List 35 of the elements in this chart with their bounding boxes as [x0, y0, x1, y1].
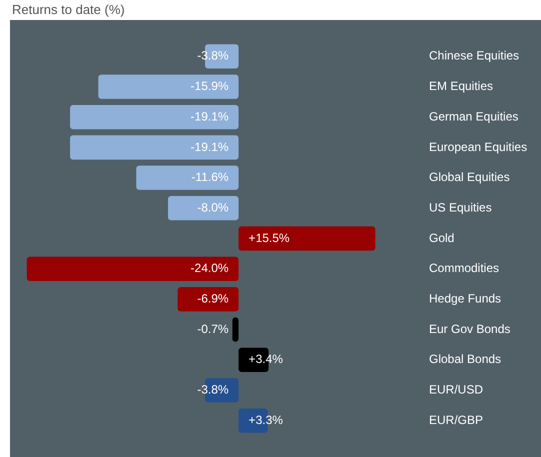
data-label: -19.1%	[190, 140, 229, 154]
bar	[98, 74, 239, 99]
data-label: -8.0%	[197, 200, 229, 214]
data-label: -24.0%	[190, 261, 229, 276]
y-tick-label: Commodities	[429, 261, 500, 276]
y-tick-label: Chinese Equities	[429, 48, 520, 63]
y-tick-label: EUR/GBP	[429, 412, 484, 427]
bar	[178, 287, 239, 312]
bar	[26, 256, 239, 281]
y-tick-label: Eur Gov Bonds	[429, 322, 510, 336]
data-label: +3.3%	[248, 412, 284, 427]
y-tick-label: EM Equities	[429, 79, 494, 94]
y-tick-label: European Equities	[429, 140, 528, 154]
bar	[238, 226, 376, 251]
bar	[136, 166, 239, 190]
bar	[70, 135, 239, 160]
y-tick-label: German Equities	[429, 109, 518, 124]
y-tick-label: EUR/USD	[429, 382, 484, 397]
y-tick-label: Global Bonds	[429, 352, 502, 366]
chart-title: Returns to date (%)	[11, 1, 126, 19]
bar	[70, 104, 239, 130]
data-label: -6.9%	[197, 292, 229, 306]
y-tick-label: Global Equities	[429, 170, 510, 184]
bar	[168, 196, 239, 220]
bar	[232, 317, 239, 342]
data-label: -3.8%	[197, 382, 229, 397]
data-label: -19.1%	[190, 109, 229, 124]
data-label: -0.7%	[197, 322, 229, 336]
y-tick-label: Gold	[429, 230, 454, 245]
data-label: +15.5%	[248, 230, 290, 245]
data-label: +3.4%	[248, 352, 284, 366]
y-tick-label: US Equities	[429, 200, 492, 214]
data-label: -11.6%	[191, 170, 229, 184]
data-label: -15.9%	[190, 79, 229, 94]
y-tick-label: Hedge Funds	[429, 292, 502, 306]
